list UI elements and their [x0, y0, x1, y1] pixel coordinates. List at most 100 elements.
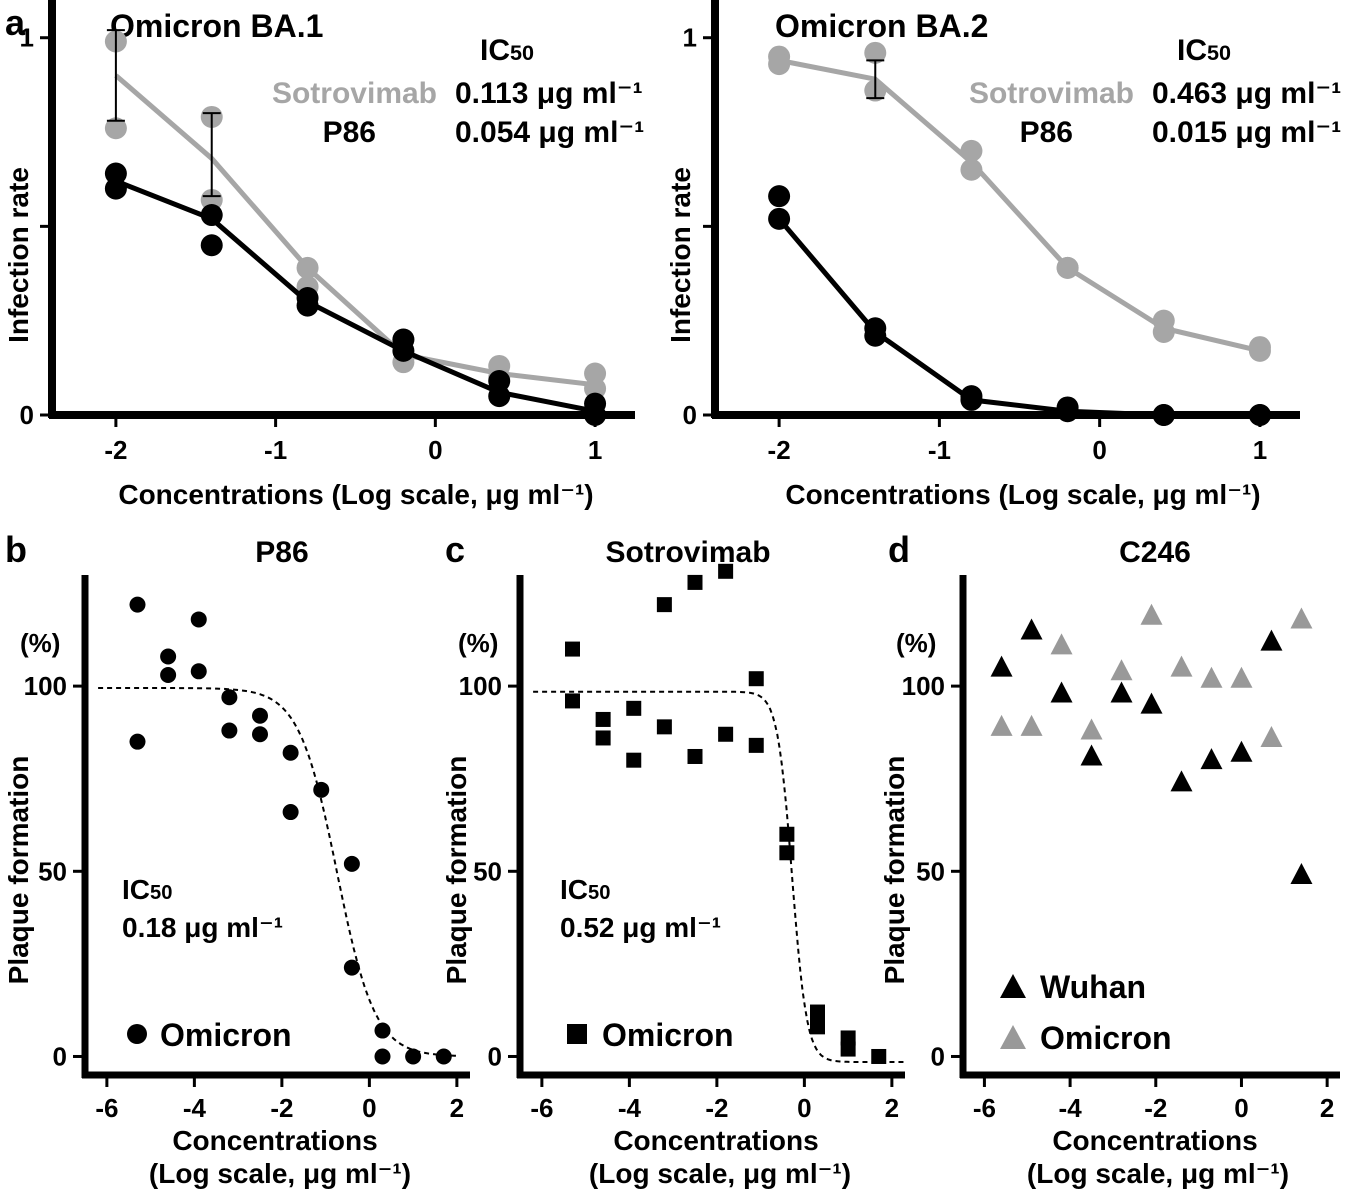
series-p86: [768, 185, 1271, 426]
x-tick-label: -2: [104, 435, 127, 465]
x-tick-label: -1: [264, 435, 287, 465]
data-point: [626, 752, 642, 768]
legend-marker-triangle-omicron: [1000, 1025, 1026, 1049]
data-point: [1170, 770, 1193, 792]
data-point: [129, 733, 146, 750]
chart-c246: d C246 (%) Plaque formation Concentratio…: [879, 529, 1340, 1189]
data-point: [584, 362, 607, 385]
ic50-value-p86: 0.015 μg ml⁻¹: [1152, 116, 1341, 149]
panel-letter-c: c: [445, 529, 465, 570]
data-point: [1020, 618, 1043, 640]
ic50-value-sotrovimab: 0.463 μg ml⁻¹: [1152, 77, 1341, 110]
data-point: [343, 959, 360, 976]
data-point: [768, 53, 791, 76]
data-point: [1152, 404, 1175, 426]
chart-title: Omicron BA.1: [110, 8, 323, 44]
data-point: [160, 667, 177, 683]
data-point: [960, 388, 983, 411]
data-point: [200, 234, 223, 257]
data-point: [1056, 400, 1079, 423]
x-tick-label: -2: [768, 435, 791, 465]
series-omicron: [990, 603, 1313, 747]
data-point: [626, 700, 642, 716]
y-unit-label: (%): [20, 628, 60, 658]
data-point: [748, 737, 764, 753]
fit-curve: [98, 687, 457, 1057]
legend: Omicron: [567, 1017, 734, 1053]
data-point: [488, 385, 511, 408]
data-point: [1050, 681, 1073, 703]
data-point: [1050, 633, 1073, 655]
data-point: [718, 563, 734, 579]
ic50-label: IC50: [122, 874, 172, 905]
y-axis-label: Infection rate: [3, 167, 34, 343]
y-axis-label: Plaque formation: [441, 756, 472, 985]
x-tick-label: -1: [928, 435, 951, 465]
chart-title: Omicron BA.2: [775, 8, 988, 44]
ic50-label: IC50: [560, 874, 610, 905]
ic50-name-sotrovimab: Sotrovimab: [272, 77, 437, 110]
legend: Wuhan Omicron: [1000, 969, 1172, 1056]
ic50-value: 0.52 μg ml⁻¹: [560, 912, 721, 943]
series-line: [778, 57, 1261, 354]
y-unit-label: (%): [896, 628, 936, 658]
data-point: [748, 671, 764, 687]
x-axis-label: Concentrations (Log scale, μg ml⁻¹): [118, 479, 593, 510]
data-point: [252, 726, 268, 743]
legend-marker-circle: [127, 1024, 147, 1044]
x-tick-label: 2: [1320, 1093, 1334, 1123]
plot-area: -6 -4 -2 0 2 0 50 100: [24, 575, 470, 1123]
data-point: [1230, 740, 1253, 762]
data-point: [810, 1004, 825, 1020]
x-axis-label-line2: (Log scale, μg ml⁻¹): [1027, 1158, 1289, 1189]
data-point: [190, 663, 207, 680]
x-tick-label: 1: [1253, 435, 1267, 465]
plot-area: -2 -1 0 1 0 1: [20, 0, 635, 465]
x-tick-label: 0: [362, 1093, 376, 1123]
data-point: [584, 404, 607, 426]
y-unit-label: (%): [458, 628, 498, 658]
data-point: [1200, 748, 1223, 770]
x-axis-label: Concentrations (Log scale, μg ml⁻¹): [785, 479, 1260, 510]
ic50-header: IC50: [1177, 34, 1231, 67]
data-point: [221, 722, 238, 739]
y-tick-label: 0: [683, 400, 697, 430]
data-point: [200, 204, 223, 227]
data-point: [190, 611, 207, 628]
x-tick-label: 0: [428, 435, 442, 465]
legend-label-omicron: Omicron: [602, 1017, 734, 1053]
data-point: [565, 641, 580, 657]
data-point: [584, 377, 607, 400]
data-point: [687, 748, 703, 764]
data-point: [374, 1048, 391, 1065]
data-point: [687, 574, 703, 590]
series-wuhan: [990, 618, 1313, 884]
data-point: [104, 117, 127, 140]
chart-title: Sotrovimab: [605, 536, 770, 569]
data-point: [595, 730, 611, 746]
legend-label-omicron: Omicron: [1040, 1020, 1172, 1056]
data-point: [1080, 744, 1103, 766]
data-point: [1260, 629, 1283, 651]
data-point: [768, 185, 791, 208]
legend-label-wuhan: Wuhan: [1040, 969, 1146, 1005]
series-omicron: [129, 596, 452, 1065]
data-point: [104, 162, 127, 185]
data-point: [1260, 725, 1283, 747]
data-point: [160, 648, 177, 665]
data-point: [1248, 339, 1271, 362]
x-axis-label-line1: Concentrations: [613, 1125, 818, 1156]
data-point: [960, 158, 983, 181]
data-point: [656, 597, 672, 613]
data-point: [990, 655, 1013, 677]
x-tick-label: -2: [270, 1093, 293, 1123]
data-point: [129, 596, 146, 613]
x-tick-label: -6: [95, 1093, 118, 1123]
legend: Omicron: [127, 1017, 292, 1053]
series-sotrovimab: [768, 41, 1271, 362]
panel-letter-b: b: [5, 529, 27, 570]
x-tick-label: -2: [1144, 1093, 1167, 1123]
series-line: [777, 217, 1260, 418]
ic50-name-p86: P86: [1020, 116, 1073, 149]
data-point: [779, 845, 795, 861]
